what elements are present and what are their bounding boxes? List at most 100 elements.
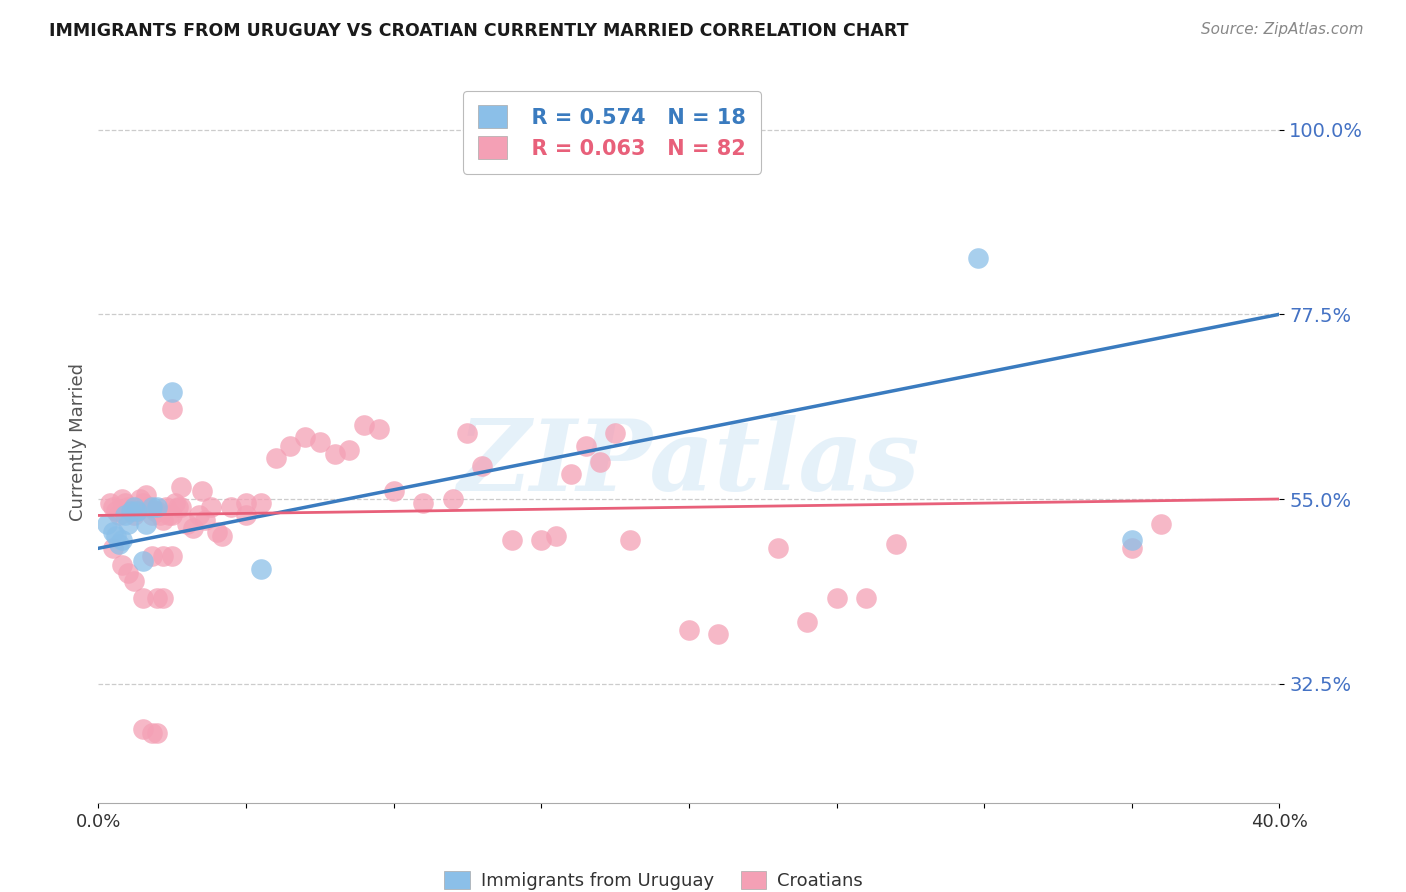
Point [125, 504, 148, 518]
Point [294, 430, 316, 444]
Point [181, 521, 204, 535]
Text: Source: ZipAtlas.com: Source: ZipAtlas.com [1201, 22, 1364, 37]
Point [146, 500, 169, 515]
Text: IMMIGRANTS FROM URUGUAY VS CROATIAN CURRENTLY MARRIED CORRELATION CHART: IMMIGRANTS FROM URUGUAY VS CROATIAN CURR… [49, 22, 908, 40]
Point [530, 533, 553, 547]
Point [280, 439, 302, 453]
Point [141, 500, 163, 515]
Point [323, 447, 346, 461]
Point [122, 508, 145, 523]
Point [157, 508, 180, 523]
Point [96, 516, 118, 531]
Point [162, 508, 183, 523]
Point [143, 504, 166, 518]
Point [766, 541, 789, 556]
Point [103, 500, 125, 515]
Point [122, 500, 145, 515]
Point [796, 615, 818, 630]
Point [1121, 533, 1143, 547]
Point [501, 533, 523, 547]
Point [194, 512, 217, 526]
Point [146, 726, 169, 740]
Point [205, 524, 228, 539]
Point [146, 504, 169, 518]
Point [122, 574, 145, 588]
Point [187, 508, 209, 523]
Point [152, 512, 174, 526]
Point [108, 537, 131, 551]
Point [125, 504, 148, 518]
Point [111, 491, 134, 506]
Point [108, 508, 131, 523]
Point [191, 483, 214, 498]
Point [152, 591, 174, 605]
Point [114, 508, 136, 523]
Point [149, 508, 172, 523]
Point [135, 488, 157, 502]
Point [441, 491, 464, 506]
Point [117, 516, 139, 531]
Point [382, 483, 405, 498]
Point [619, 533, 641, 547]
Point [884, 537, 907, 551]
Point [250, 496, 273, 510]
Point [546, 529, 568, 543]
Point [162, 401, 183, 416]
Point [98, 496, 121, 510]
Point [309, 434, 332, 449]
Point [211, 529, 233, 543]
Point [117, 566, 139, 580]
Point [141, 508, 163, 523]
Point [167, 500, 190, 515]
Point [264, 450, 287, 465]
Y-axis label: Currently Married: Currently Married [69, 362, 87, 521]
Point [117, 500, 139, 515]
Point [155, 500, 177, 515]
Point [132, 553, 155, 567]
Point [368, 422, 391, 436]
Point [141, 726, 163, 740]
Point [589, 455, 612, 469]
Point [138, 500, 160, 515]
Point [678, 624, 700, 638]
Point [103, 541, 125, 556]
Point [560, 467, 582, 482]
Point [132, 496, 155, 510]
Point [132, 722, 155, 736]
Point [103, 524, 125, 539]
Point [146, 591, 169, 605]
Point [825, 591, 848, 605]
Point [200, 500, 222, 515]
Point [605, 426, 627, 441]
Point [855, 591, 877, 605]
Point [575, 439, 598, 453]
Point [162, 549, 183, 564]
Point [152, 549, 174, 564]
Point [120, 504, 142, 518]
Point [105, 504, 128, 518]
Point [111, 533, 134, 547]
Text: ZIPatlas: ZIPatlas [458, 415, 920, 511]
Point [120, 504, 142, 518]
Point [1150, 516, 1173, 531]
Point [111, 558, 134, 572]
Point [235, 496, 257, 510]
Point [1121, 541, 1143, 556]
Point [162, 385, 183, 400]
Point [128, 491, 150, 506]
Point [170, 480, 193, 494]
Point [967, 252, 990, 266]
Point [707, 627, 730, 641]
Point [339, 442, 361, 457]
Legend: Immigrants from Uruguay, Croatians: Immigrants from Uruguay, Croatians [436, 863, 872, 892]
Point [105, 529, 128, 543]
Point [471, 459, 494, 474]
Point [250, 562, 273, 576]
Point [353, 418, 375, 433]
Point [221, 500, 243, 515]
Point [114, 496, 136, 510]
Point [457, 426, 479, 441]
Point [176, 516, 198, 531]
Point [165, 496, 187, 510]
Point [170, 500, 193, 515]
